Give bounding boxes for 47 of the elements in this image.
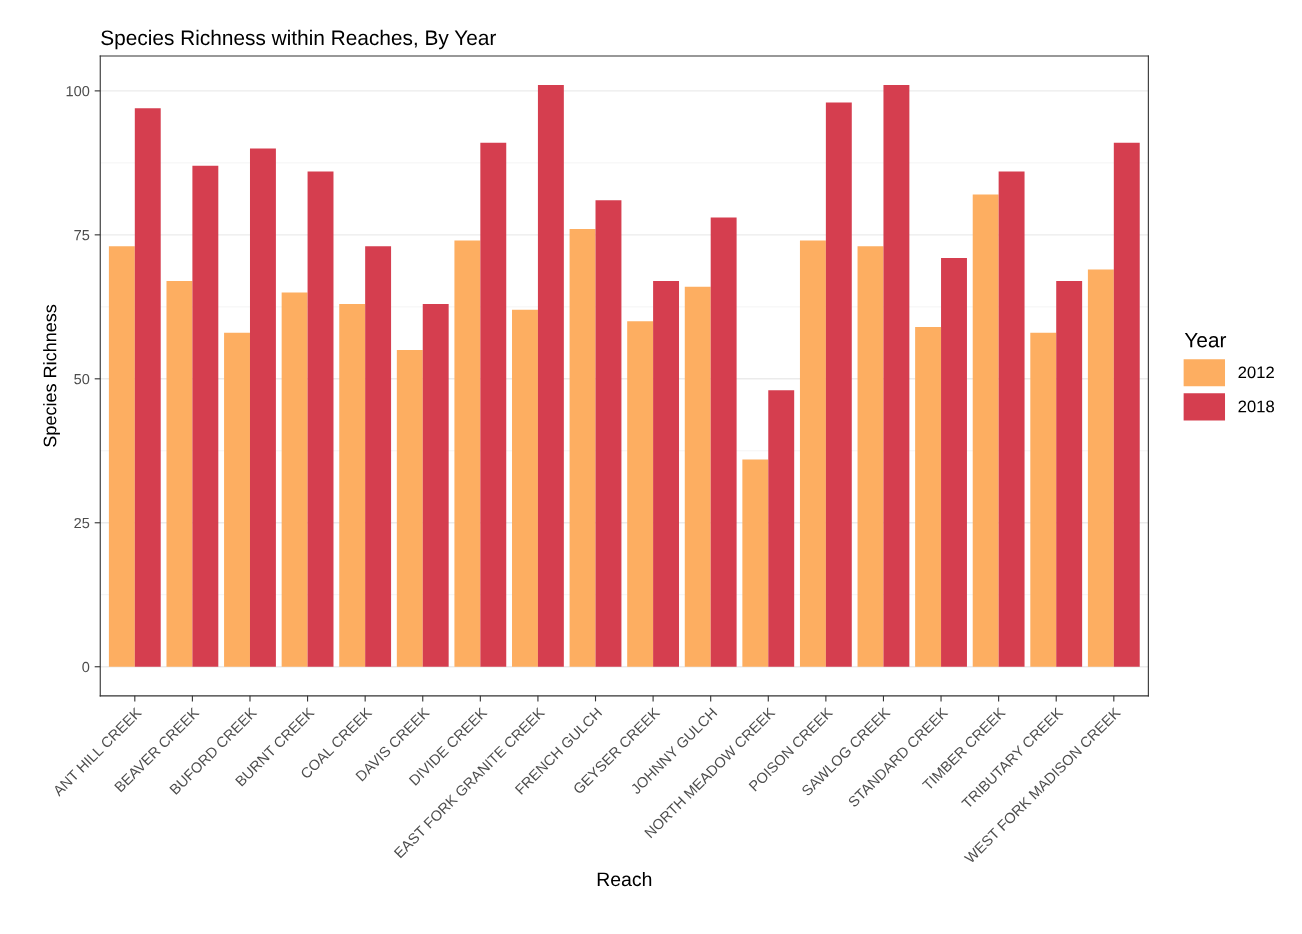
bar [537,85,564,667]
bar [166,280,193,667]
bar [998,171,1025,667]
bar [742,459,769,667]
y-tick-label: 75 [74,230,90,241]
bar [365,246,392,667]
bar [1030,332,1057,667]
y-tick-label: 100 [66,85,90,97]
legend-label: 2018 [1238,400,1275,413]
legend-label: 2012 [1238,366,1274,379]
bar [480,142,507,667]
bar [883,85,910,667]
y-axis-title: Species Richness [43,304,60,447]
bar [396,350,423,667]
bar [134,108,161,667]
bar [281,292,308,667]
bar [915,326,942,667]
bar [825,102,852,667]
bar [857,246,884,667]
bar [799,240,826,667]
y-tick-label: 25 [74,517,90,529]
bar [307,171,334,667]
bar [224,332,250,667]
bar [627,321,654,667]
x-axis-title: Reach [597,871,652,887]
bar [512,309,538,667]
bar [595,200,622,667]
bar [249,148,276,667]
bar [108,246,135,667]
bar [1056,280,1083,667]
bar [972,194,999,667]
bar [569,229,596,667]
bar [339,303,366,667]
bar [1113,142,1140,667]
bar [422,303,449,667]
legend-title: Year [1184,332,1227,348]
bar [710,217,737,667]
bar [192,165,219,667]
bar [768,390,795,667]
bar [684,286,711,667]
bar [653,280,680,667]
bar [1087,269,1114,667]
y-tick-label: 0 [82,661,90,673]
bar [941,257,967,667]
bar [454,240,481,667]
chart-title: Species Richness within Reaches, By Year [101,29,496,50]
y-tick-label: 50 [74,373,90,385]
